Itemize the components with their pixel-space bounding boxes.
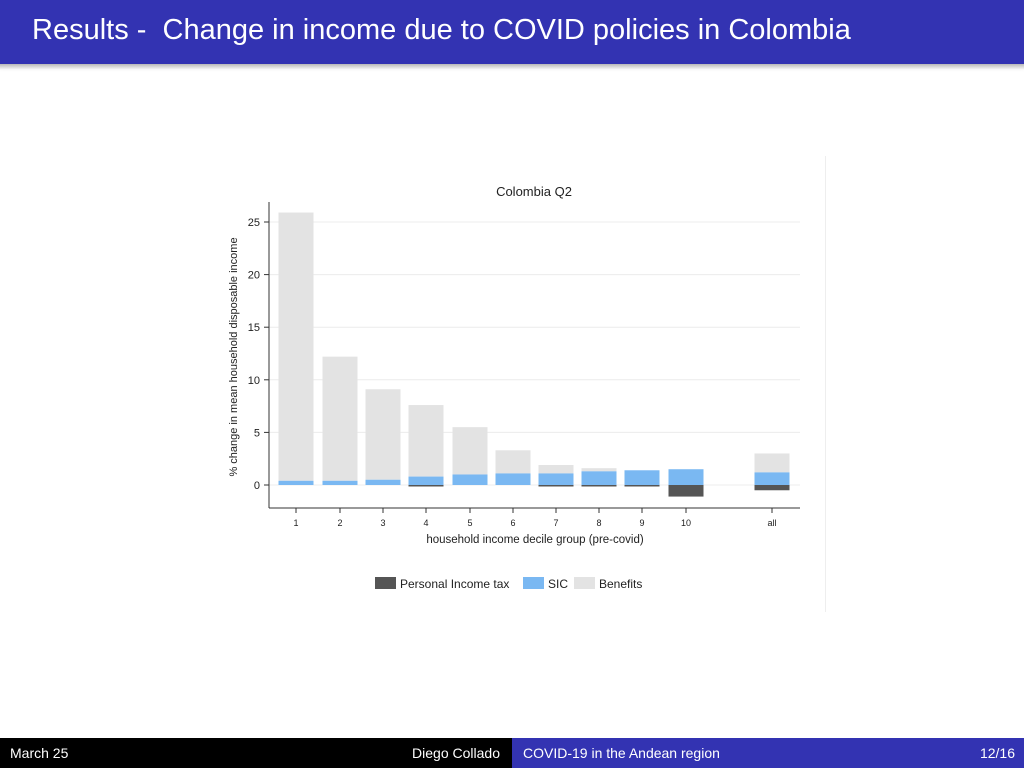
x-tick-label: 10 <box>681 518 691 528</box>
bar-tax <box>408 485 444 487</box>
y-tick-label: 15 <box>248 322 260 334</box>
bar-tax <box>668 485 704 497</box>
y-axis-label: % change in mean household disposable in… <box>228 237 240 476</box>
bar-tax <box>754 485 790 491</box>
x-tick-label: 8 <box>596 518 601 528</box>
slide-title: Results - Change in income due to COVID … <box>32 14 851 46</box>
footer-page-number: 12/16 <box>979 745 1015 761</box>
y-tick-label: 20 <box>248 270 260 282</box>
bar-tax <box>624 485 660 487</box>
y-tick-label: 0 <box>254 480 260 492</box>
x-tick-label: 6 <box>510 518 515 528</box>
y-tick-label: 10 <box>248 375 260 387</box>
bar-benefits <box>754 453 790 473</box>
bar-sic <box>452 474 488 485</box>
bar-sic <box>668 469 704 485</box>
bar-sic <box>408 476 444 485</box>
footer: March 25 Diego Collado COVID-19 in the A… <box>0 738 1024 768</box>
legend-swatch <box>375 577 396 589</box>
bar-benefits <box>538 465 574 474</box>
bar-tax <box>538 485 574 487</box>
footer-left: March 25 Diego Collado <box>0 738 512 768</box>
bar-benefits <box>365 389 401 480</box>
chart-title: Colombia Q2 <box>496 184 572 199</box>
chart: 0 5 10 15 20 25 1 2 3 4 5 6 7 8 9 10 all Colombia Q2 % c… <box>222 152 828 614</box>
legend-label: SIC <box>548 577 568 591</box>
bar-sic <box>495 473 531 485</box>
axis-layer: 0 5 10 15 20 25 1 2 3 4 5 6 7 8 9 10 all <box>248 202 800 528</box>
bar-sic <box>538 473 574 485</box>
footer-author: Diego Collado <box>412 745 500 761</box>
x-tick-label: 9 <box>639 518 644 528</box>
legend-swatch <box>574 577 595 589</box>
bar-sic <box>278 480 314 485</box>
x-tick-label: 4 <box>423 518 428 528</box>
bar-benefits <box>408 405 444 477</box>
x-tick-label: 1 <box>293 518 298 528</box>
x-tick-label: 7 <box>553 518 558 528</box>
bar-sic <box>581 471 617 485</box>
bar-sic <box>322 480 358 485</box>
bar-benefits <box>495 450 531 474</box>
x-tick-label: 3 <box>380 518 385 528</box>
x-tick-label: 5 <box>467 518 472 528</box>
bar-sic <box>754 472 790 485</box>
header-shadow <box>0 64 1024 70</box>
bar-benefits <box>581 468 617 472</box>
legend-label: Personal Income tax <box>400 577 509 591</box>
x-tick-label: all <box>767 518 776 528</box>
footer-talk-title: COVID-19 in the Andean region <box>523 745 720 761</box>
bar-layer <box>278 212 790 497</box>
bar-sic <box>365 479 401 485</box>
chart-svg: 0 5 10 15 20 25 1 2 3 4 5 6 7 8 9 10 all Colombia Q2 % c… <box>228 184 800 591</box>
bar-benefits <box>452 427 488 475</box>
footer-right: COVID-19 in the Andean region 12/16 <box>512 738 1024 768</box>
legend-swatch <box>523 577 544 589</box>
bar-benefits <box>278 212 314 481</box>
chart-border <box>825 156 826 612</box>
bar-benefits <box>322 356 358 481</box>
slide-header: Results - Change in income due to COVID … <box>0 0 1024 64</box>
footer-date: March 25 <box>10 745 69 761</box>
bar-sic <box>624 470 660 485</box>
x-tick-label: 2 <box>337 518 342 528</box>
legend: Personal Income tax SIC Benefits <box>375 577 642 591</box>
legend-label: Benefits <box>599 577 642 591</box>
y-tick-label: 5 <box>254 427 260 439</box>
x-axis-label: household income decile group (pre-covid… <box>426 534 644 546</box>
bar-tax <box>581 485 617 487</box>
y-tick-label: 25 <box>248 217 260 229</box>
